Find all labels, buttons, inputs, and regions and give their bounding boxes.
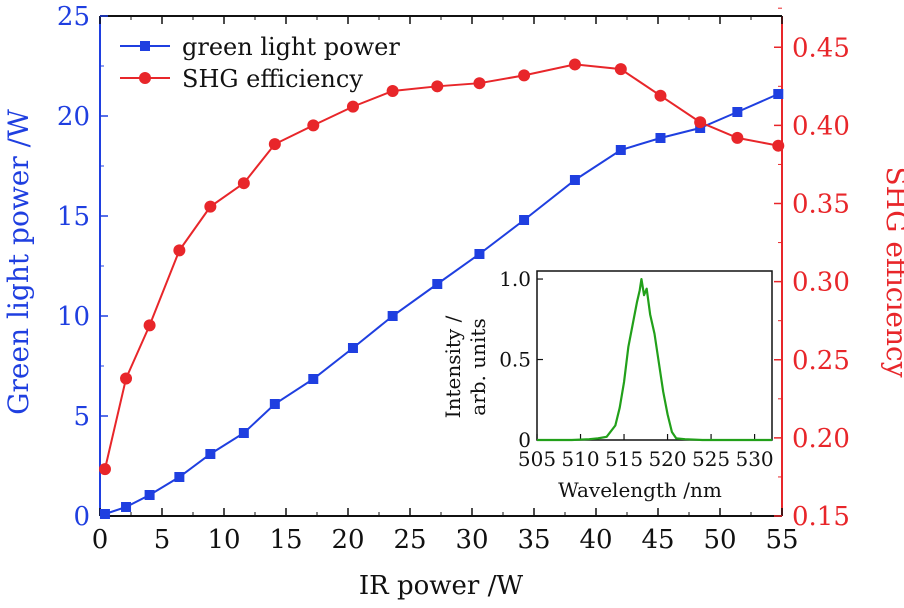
x-tick-label: 35 <box>517 525 550 555</box>
inset-x-tick-label: 520 <box>648 447 686 471</box>
y2-tick-label: 0.40 <box>792 111 850 141</box>
efficiency-point <box>386 85 399 97</box>
x-tick-label: 25 <box>393 525 426 555</box>
legend <box>120 41 170 84</box>
inset-y-axis-label-line1: Intensity / <box>441 315 465 418</box>
efficiency-point <box>731 131 744 144</box>
y-tick-label: 0 <box>73 502 90 532</box>
inset-x-tick-label: 525 <box>692 447 730 471</box>
inset-x-tick-label: 515 <box>605 447 643 471</box>
x-axis-label: IR power /W <box>359 571 524 601</box>
green-power-point <box>615 145 626 155</box>
green-power-point <box>121 502 132 512</box>
inset-y-tick-label: 0 <box>518 428 531 452</box>
efficiency-point <box>473 77 486 90</box>
x-tick-label: 10 <box>207 525 240 555</box>
efficiency-point <box>307 119 320 132</box>
y2-tick-label: 0.45 <box>792 33 850 63</box>
y-tick-label: 15 <box>57 202 90 232</box>
y-tick-label: 5 <box>73 402 90 432</box>
green-power-point <box>569 175 580 185</box>
green-power-point <box>655 133 666 143</box>
efficiency-point <box>346 100 359 113</box>
efficiency-point <box>143 319 156 332</box>
legend-marker-efficiency <box>139 72 151 84</box>
inset-x-tick-label: 510 <box>561 447 599 471</box>
efficiency-point <box>694 116 707 129</box>
green-power-point <box>174 472 185 482</box>
efficiency-point <box>431 80 444 93</box>
green-power-point <box>205 449 216 459</box>
legend-marker-green-power <box>140 41 150 51</box>
y-tick-label: 20 <box>57 102 90 132</box>
y-axis-label: Green light power /W <box>2 109 35 415</box>
green-power-point <box>99 509 110 519</box>
green-power-point <box>144 490 155 500</box>
green-power-point <box>474 249 485 259</box>
efficiency-point <box>772 139 785 152</box>
x-tick-label: 30 <box>455 525 488 555</box>
efficiency-point <box>173 244 186 257</box>
efficiency-point <box>237 177 250 190</box>
x-tick-label: 5 <box>154 525 171 555</box>
main-plot: 0 5 10 15 20 25 30 35 40 45 50 5505101520250.150.20… <box>57 2 850 555</box>
green-power-point <box>347 343 358 353</box>
y2-tick-label: 0.15 <box>792 502 850 532</box>
inset-x-axis-label: Wavelength /nm <box>558 478 722 502</box>
green-power-point <box>519 215 530 225</box>
inset-y-axis-label-line2: arb. units <box>466 318 490 415</box>
inset-chart: 505 510 515 520 525 530 0 0.5 1.0 <box>499 267 773 471</box>
green-power-point <box>432 279 443 289</box>
x-tick-label: 55 <box>765 525 798 555</box>
x-tick-label: 0 <box>92 525 109 555</box>
x-tick-label: 40 <box>579 525 612 555</box>
efficiency-point <box>614 63 627 76</box>
y2-tick-label: 0.30 <box>792 268 850 298</box>
green-power-point <box>773 89 784 99</box>
y2-axis-label: SHG efficiency <box>880 166 904 377</box>
efficiency-point <box>654 89 667 102</box>
green-power-point <box>269 399 280 409</box>
inset-y-tick-label: 0.5 <box>499 348 531 372</box>
y2-tick-label: 0.35 <box>792 190 850 220</box>
efficiency-point <box>204 200 217 213</box>
inset-spectrum-line <box>537 277 772 442</box>
green-power-point <box>238 428 249 438</box>
y2-tick-label: 0.25 <box>792 346 850 376</box>
efficiency-point <box>268 138 281 151</box>
green-power-point <box>308 374 319 384</box>
x-tick-label: 50 <box>703 525 736 555</box>
efficiency-point <box>120 372 133 385</box>
legend-label-green-power: green light power <box>182 33 400 61</box>
green-power-series <box>99 89 784 519</box>
x-tick-label: 20 <box>331 525 364 555</box>
efficiency-series <box>98 58 785 476</box>
inset-y-tick-label: 1.0 <box>499 267 531 291</box>
inset-x-tick-label: 530 <box>735 447 773 471</box>
x-tick-label: 15 <box>269 525 302 555</box>
efficiency-point <box>518 69 531 82</box>
y2-tick-label: 0.20 <box>792 424 850 454</box>
green-power-point <box>387 311 398 321</box>
efficiency-point <box>568 58 581 71</box>
inset-x-tick-label: 505 <box>518 447 556 471</box>
y-tick-label: 10 <box>57 302 90 332</box>
x-tick-label: 45 <box>641 525 674 555</box>
efficiency-point <box>98 463 111 476</box>
legend-label-efficiency: SHG efficiency <box>182 65 363 93</box>
green-power-point <box>732 107 743 117</box>
inset-frame <box>536 270 773 441</box>
y-tick-label: 25 <box>57 2 90 32</box>
